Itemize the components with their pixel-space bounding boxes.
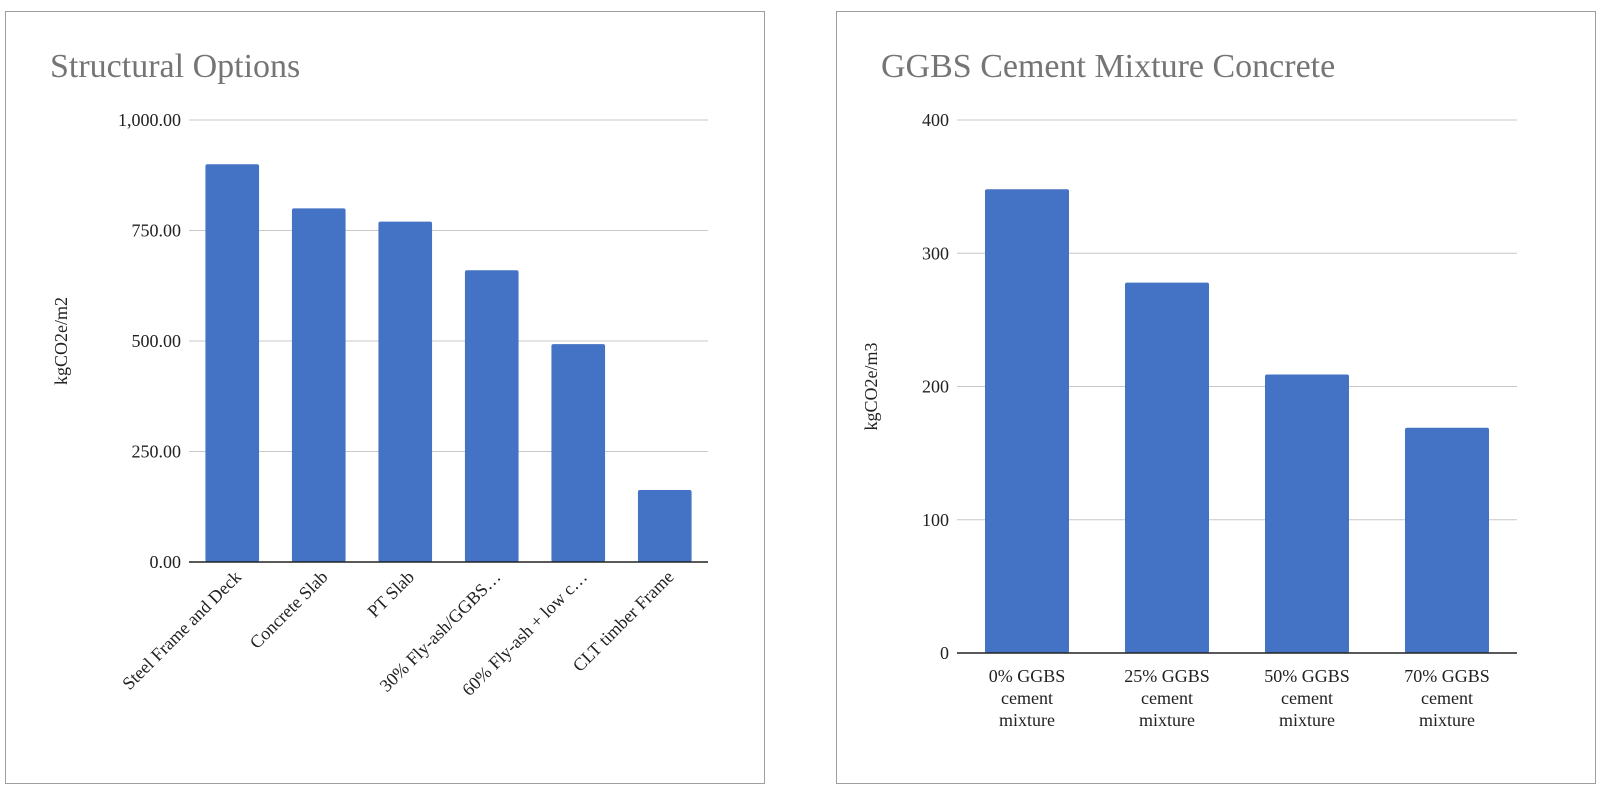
- y-tick-label: 0.00: [150, 552, 182, 572]
- y-tick-label: 750.00: [132, 221, 182, 241]
- bar: [1405, 427, 1489, 653]
- x-tick-label: Concrete Slab: [246, 567, 332, 653]
- bar: [985, 189, 1069, 654]
- y-tick-label: 500.00: [132, 331, 182, 351]
- x-tick-label: 70% GGBS cement mixture: [1404, 666, 1490, 730]
- bar: [637, 489, 692, 562]
- bar: [1125, 282, 1209, 653]
- bar-chart-structural-options: 0.00 250.00 500.00 750.00 1,000.00 kgCO2e/m2 S…: [51, 110, 708, 700]
- bar: [291, 208, 346, 562]
- bar: [378, 221, 433, 562]
- x-tick-label: 25% GGBS cement mixture: [1124, 666, 1210, 730]
- y-tick-label: 100: [922, 510, 949, 530]
- y-tick-label: 300: [922, 243, 949, 263]
- bar: [1265, 374, 1349, 653]
- x-tick-label: 0% GGBS cement mixture: [989, 666, 1066, 730]
- chart-panel-ggbs-concrete: GGBS Cement Mixture Concrete 0 100 200 300 4…: [836, 11, 1596, 784]
- y-tick-label: 1,000.00: [118, 110, 181, 130]
- bar: [551, 344, 606, 562]
- y-axis-title: kgCO2e/m3: [861, 343, 881, 431]
- y-tick-label: 400: [922, 110, 949, 130]
- chart-title: Structural Options: [50, 48, 301, 85]
- y-tick-label: 0: [940, 643, 949, 663]
- bar-chart-ggbs-concrete: 0 100 200 300 400 kgCO2e/m3 0% GGBS cement mixtu…: [861, 110, 1517, 730]
- bar: [464, 270, 519, 562]
- y-tick-label: 200: [922, 377, 949, 397]
- bar: [205, 164, 260, 562]
- x-tick-label: PT Slab: [363, 567, 418, 622]
- x-tick-label: 50% GGBS cement mixture: [1264, 666, 1350, 730]
- y-tick-label: 250.00: [132, 442, 182, 462]
- chart-title: GGBS Cement Mixture Concrete: [881, 48, 1336, 85]
- chart-panel-structural-options: Structural Options 0.00 250.00 500.00 750.0…: [5, 11, 765, 784]
- y-axis-title: kgCO2e/m2: [51, 297, 71, 385]
- x-tick-label: Steel Frame and Deck: [118, 567, 245, 694]
